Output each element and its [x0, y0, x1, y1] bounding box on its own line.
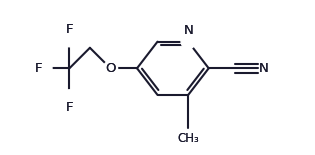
- Text: N: N: [259, 62, 269, 75]
- Text: N: N: [183, 24, 193, 37]
- Circle shape: [38, 61, 52, 75]
- Text: F: F: [66, 101, 73, 114]
- Text: O: O: [105, 62, 116, 75]
- Text: F: F: [66, 101, 73, 114]
- Text: N: N: [183, 24, 193, 37]
- Text: O: O: [105, 62, 116, 75]
- Text: CH₃: CH₃: [177, 132, 199, 145]
- Text: N: N: [259, 62, 269, 75]
- Circle shape: [62, 32, 77, 47]
- Text: F: F: [66, 22, 73, 35]
- Text: F: F: [66, 22, 73, 35]
- Text: CH₃: CH₃: [177, 132, 199, 145]
- Circle shape: [181, 35, 195, 49]
- Text: F: F: [34, 62, 42, 75]
- Text: F: F: [34, 62, 42, 75]
- Circle shape: [103, 61, 117, 75]
- Circle shape: [62, 90, 77, 104]
